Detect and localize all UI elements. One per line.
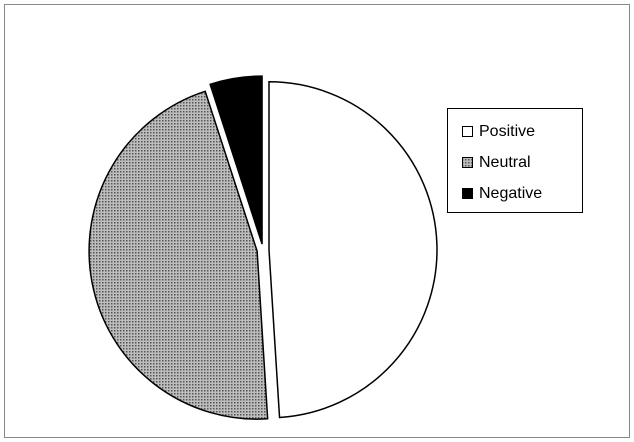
- pie-slice: [268, 81, 438, 419]
- legend-label: Neutral: [479, 154, 531, 171]
- legend-label: Positive: [479, 123, 535, 140]
- pie-slice: [88, 90, 269, 420]
- legend-label: Negative: [479, 185, 542, 202]
- pie-slice: [209, 75, 263, 245]
- legend-swatch: [462, 126, 473, 137]
- legend-swatch: [462, 157, 473, 168]
- legend-swatch: [462, 188, 473, 199]
